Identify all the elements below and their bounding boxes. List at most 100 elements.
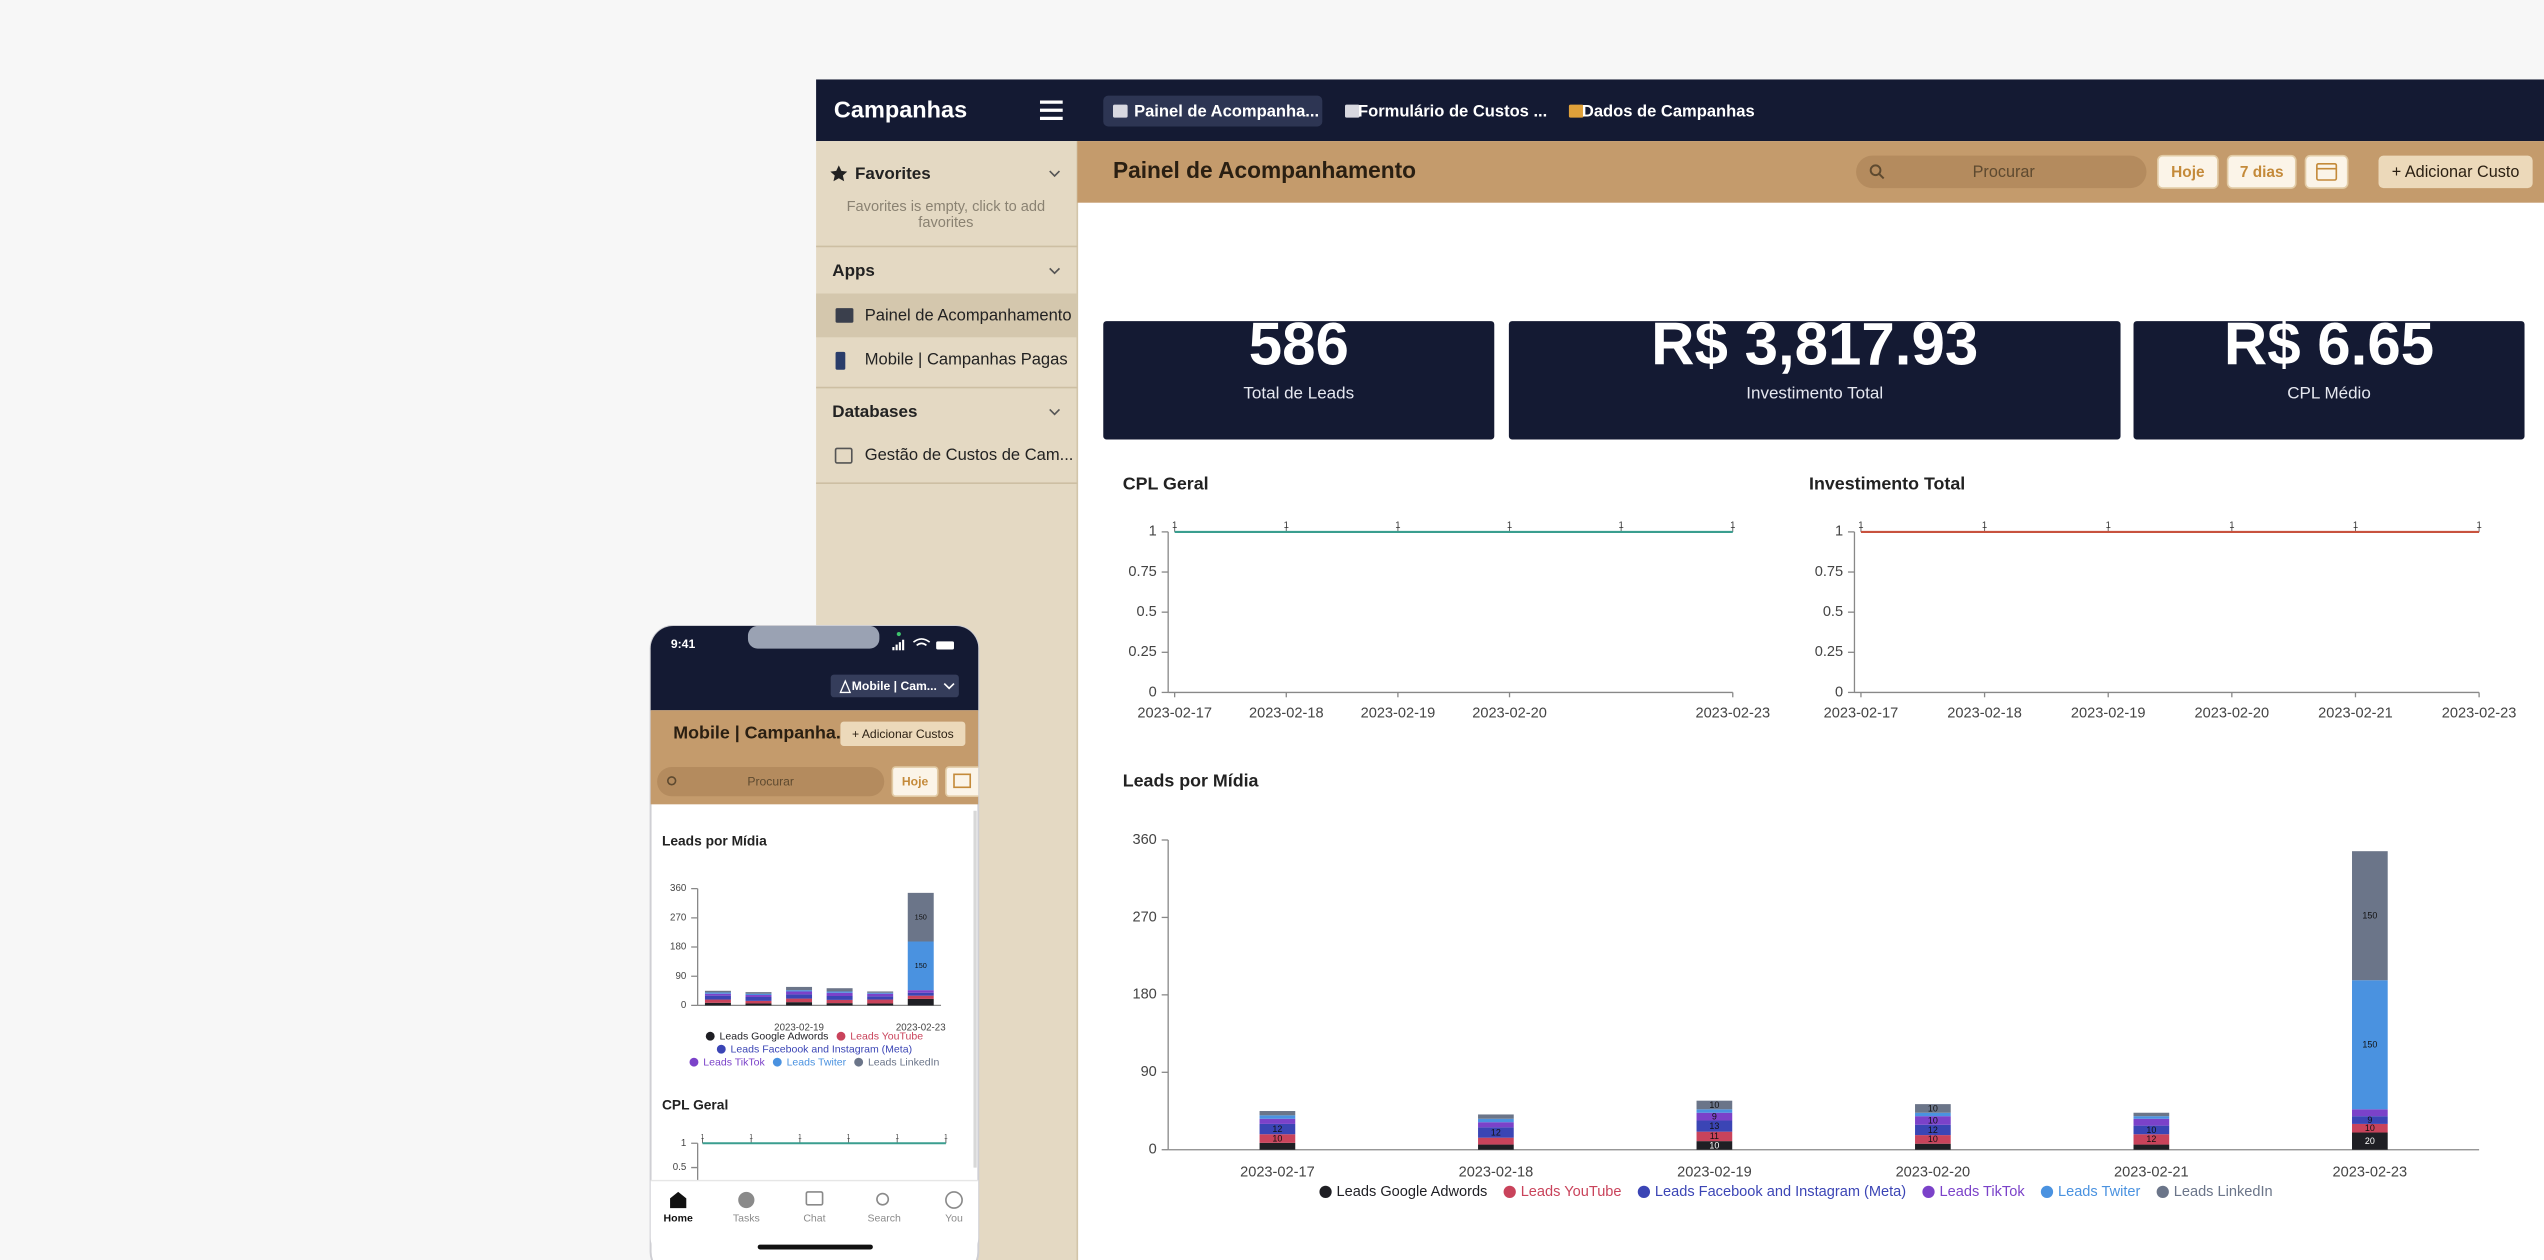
data-label: 1 xyxy=(749,1133,753,1140)
signal-icon xyxy=(892,647,895,651)
legend-swatch xyxy=(2040,1185,2054,1199)
section-title[interactable]: Databases xyxy=(832,402,917,421)
bar-segment xyxy=(1696,1120,1733,1132)
bar-segment xyxy=(907,992,934,996)
nav-label[interactable]: Chat xyxy=(803,1212,825,1224)
legend-label[interactable]: Leads LinkedIn xyxy=(2174,1184,2273,1200)
legend-label[interactable]: Leads Twiter xyxy=(2058,1184,2141,1200)
y-tick-label: 0 xyxy=(1835,684,1843,700)
legend-swatch xyxy=(836,1031,846,1041)
bar-segment xyxy=(1696,1141,1733,1150)
x-tick-label: 2023-02-20 xyxy=(2195,705,2270,721)
header-bg xyxy=(1077,141,2544,203)
bar-segment xyxy=(2133,1125,2170,1135)
data-label: 1 xyxy=(2353,520,2358,531)
nav-label[interactable]: Search xyxy=(868,1212,902,1224)
x-tick-label: 2023-02-23 xyxy=(2442,705,2517,721)
switcher-label[interactable]: Mobile | Cam... xyxy=(852,679,937,693)
nav-icon xyxy=(738,1191,755,1209)
legend-swatch xyxy=(772,1057,782,1067)
bar-segment xyxy=(1696,1100,1733,1110)
y-tick-label: 90 xyxy=(675,971,686,982)
data-label: 1 xyxy=(1982,520,1987,531)
status-time: 9:41 xyxy=(671,637,696,651)
app-window: Campanhas Painel de Acompanha... Formulári… xyxy=(816,79,2544,1260)
bar-segment xyxy=(786,998,813,1003)
favorites-empty: Favorites is empty, click to add favorit… xyxy=(846,197,1046,231)
x-tick-label: 2023-02-19 xyxy=(1361,705,1436,721)
nav-label[interactable]: Tasks xyxy=(733,1212,760,1224)
bar-segment xyxy=(867,1003,894,1006)
nav-label[interactable]: You xyxy=(945,1212,963,1224)
y-tick-label: 1 xyxy=(1149,524,1157,540)
tab[interactable]: Painel de Acompanha... xyxy=(1134,101,1319,120)
legend-label[interactable]: Leads Twiter xyxy=(787,1056,847,1068)
legend-label[interactable]: Leads Google Adwords xyxy=(720,1030,829,1042)
legend-label[interactable]: Leads Facebook and Instagram (Meta) xyxy=(731,1043,913,1055)
phone-screen: 9:41 Mobile | Cam... Mobile | Campanha... +… xyxy=(650,625,979,1260)
bar-segment xyxy=(907,995,934,999)
segment-label: 10 xyxy=(2365,1123,2375,1133)
bar-segment xyxy=(1915,1124,1951,1136)
button-label[interactable]: Hoje xyxy=(2171,164,2205,181)
kpi-card xyxy=(1508,321,2121,440)
sidebar-item[interactable]: Painel de Acompanhamento xyxy=(865,306,1072,325)
tab[interactable]: Formulário de Custos ... xyxy=(1358,101,1547,120)
search-placeholder[interactable]: Procurar xyxy=(1973,163,2036,181)
bar-segment xyxy=(704,993,731,996)
bar-segment xyxy=(1696,1112,1733,1121)
nav-label[interactable]: Home xyxy=(664,1212,693,1224)
bar-segment xyxy=(704,995,731,1000)
kpi-value: R$ 6.65 xyxy=(2224,311,2434,378)
data-label: 1 xyxy=(2106,520,2111,531)
tab[interactable]: Dados de Campanhas xyxy=(1582,101,1755,120)
data-label: 1 xyxy=(1395,520,1400,531)
bar-segment xyxy=(867,993,894,997)
phone-calendar xyxy=(945,766,979,798)
bar-segment xyxy=(2133,1116,2170,1119)
sidebar-item[interactable]: Gestão de Custos de Cam... xyxy=(865,445,1074,464)
data-label: 1 xyxy=(1172,520,1177,531)
bar-segment xyxy=(786,986,813,991)
legend-label[interactable]: Leads YouTube xyxy=(1521,1184,1622,1200)
section-title[interactable]: Apps xyxy=(832,261,875,280)
phone-search-placeholder[interactable]: Procurar xyxy=(747,775,794,789)
y-tick-label: 180 xyxy=(670,942,687,953)
y-tick-label: 0 xyxy=(1149,684,1157,700)
chart-title: Leads por Mídia xyxy=(662,833,767,848)
chevron-icon xyxy=(1049,267,1061,275)
chevron-icon xyxy=(1049,408,1061,416)
segment-label: 150 xyxy=(915,961,927,970)
add-button-label[interactable]: + Adicionar Custo xyxy=(2392,163,2520,181)
legend-label[interactable]: Leads Facebook and Instagram (Meta) xyxy=(1655,1184,1906,1200)
tab-icon xyxy=(1345,104,1360,118)
phone-today-label[interactable]: Hoje xyxy=(902,775,929,789)
legend-label[interactable]: Leads YouTube xyxy=(850,1030,923,1042)
y-tick-label: 1 xyxy=(1835,524,1843,540)
legend-label[interactable]: Leads TikTok xyxy=(703,1056,765,1068)
chart-title: Investimento Total xyxy=(1809,474,1965,494)
bar-segment xyxy=(786,994,813,999)
section-title[interactable]: Favorites xyxy=(855,164,931,183)
button-label[interactable]: 7 dias xyxy=(2240,164,2284,181)
button xyxy=(2157,154,2219,189)
segment-label: 20 xyxy=(2365,1136,2375,1146)
legend-label[interactable]: Leads Google Adwords xyxy=(1337,1184,1488,1200)
bar-segment xyxy=(2133,1118,2170,1126)
chart: CPL Geral 0 0.25 0.5 0.75 1 2023-02-17 2023-02-… xyxy=(1123,474,1770,722)
legend-swatch xyxy=(689,1057,699,1067)
legend-label[interactable]: Leads TikTok xyxy=(1940,1184,2026,1200)
segment-label: 10 xyxy=(1709,1140,1719,1150)
bar-segment xyxy=(2352,1132,2388,1150)
x-tick-label: 2023-02-20 xyxy=(1472,705,1547,721)
phone-add-label[interactable]: + Adicionar Custos xyxy=(852,727,954,741)
bar-segment xyxy=(826,988,853,992)
bar-segment xyxy=(1478,1122,1514,1128)
legend-label[interactable]: Leads LinkedIn xyxy=(868,1056,940,1068)
nav-icon xyxy=(945,1191,963,1209)
data-label: 1 xyxy=(2476,520,2481,531)
sidebar-item[interactable]: Mobile | Campanhas Pagas xyxy=(865,349,1068,368)
bar-segment xyxy=(745,1003,772,1006)
data-label: 1 xyxy=(2229,520,2234,531)
signal-icon xyxy=(902,639,905,651)
